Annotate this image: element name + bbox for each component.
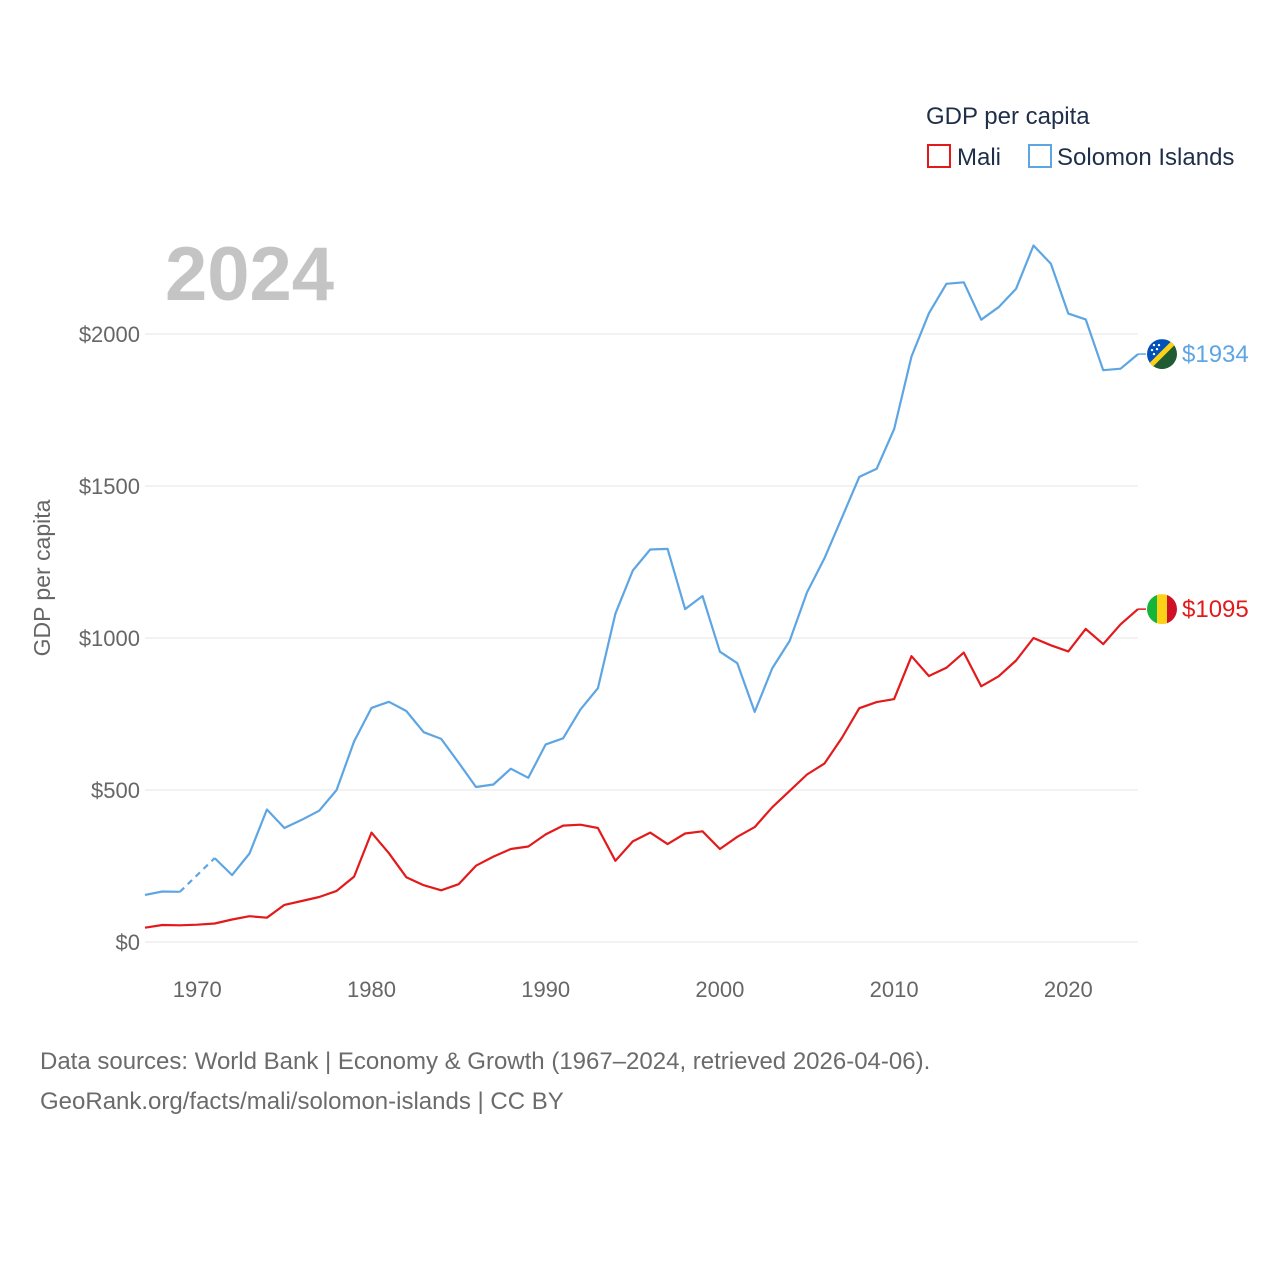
grid-lines	[145, 333, 1138, 943]
end-value-label-solomon-islands: $1934	[1182, 341, 1249, 368]
x-tick-label: 2010	[870, 977, 919, 1002]
legend: GDP per capita Mali Solomon Islands	[926, 103, 1234, 171]
y-tick-label: $2000	[79, 322, 140, 347]
x-tick-label: 1980	[347, 977, 396, 1002]
x-tick-label: 2000	[695, 977, 744, 1002]
y-tick-label: $1500	[79, 474, 140, 499]
x-tick-label: 1990	[521, 977, 570, 1002]
data-source-note: Data sources: World Bank | Economy & Gro…	[40, 1042, 930, 1122]
legend-label-solomon-islands: Solomon Islands	[1057, 144, 1234, 171]
x-tick-label: 1970	[173, 977, 222, 1002]
solomon-islands-flag-icon	[1147, 339, 1177, 370]
y-axis-title: GDP per capita	[29, 499, 55, 656]
legend-title: GDP per capita	[926, 103, 1090, 130]
end-markers: $1095 $1934	[1138, 339, 1249, 625]
x-axis-ticks: 1970 1980 1990 2000 2010 2020	[173, 977, 1093, 1002]
y-tick-label: $0	[116, 930, 140, 955]
year-label: 2024	[165, 232, 334, 317]
series-lines	[144, 244, 1139, 929]
legend-label-mali: Mali	[957, 144, 1001, 171]
source-line-2: GeoRank.org/facts/mali/solomon-islands |…	[40, 1088, 564, 1115]
end-value-label-mali: $1095	[1182, 596, 1249, 623]
series-line-mali	[144, 608, 1139, 929]
series-line-solomon-islands	[144, 890, 180, 896]
mali-flag-icon	[1147, 594, 1177, 625]
series-line-solomon-islands	[213, 244, 1139, 877]
legend-swatch-solomon-islands	[1028, 144, 1052, 168]
y-axis-ticks: $0 $500 $1000 $1500 $2000	[79, 322, 140, 955]
y-tick-label: $500	[91, 778, 140, 803]
source-line-1: Data sources: World Bank | Economy & Gro…	[40, 1048, 931, 1075]
series-gap-solomon-islands	[179, 857, 216, 893]
legend-swatch-mali	[927, 144, 951, 168]
y-tick-label: $1000	[79, 626, 140, 651]
x-tick-label: 2020	[1044, 977, 1093, 1002]
